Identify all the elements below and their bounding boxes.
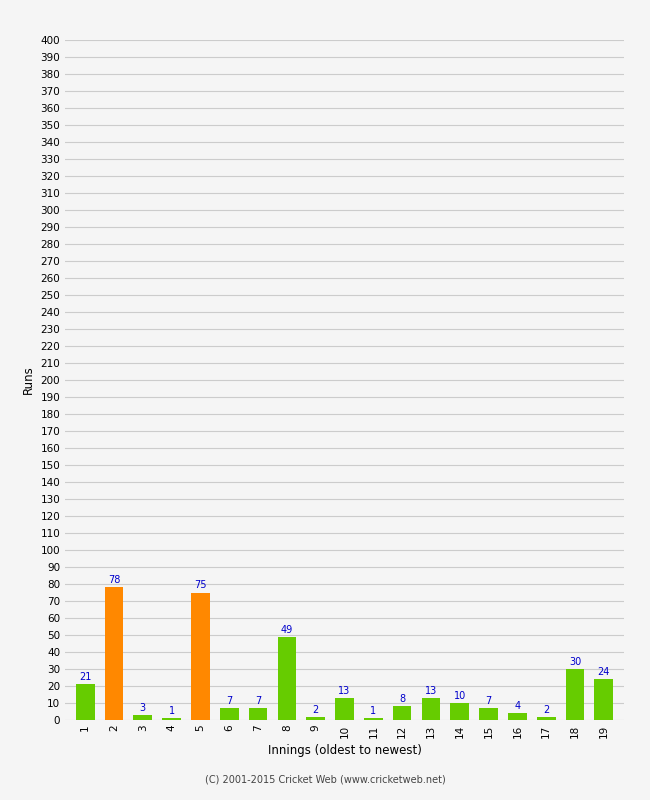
Text: 7: 7 xyxy=(486,696,491,706)
Bar xyxy=(76,684,94,720)
Bar xyxy=(162,718,181,720)
Text: 78: 78 xyxy=(108,575,120,586)
Text: 7: 7 xyxy=(255,696,261,706)
Text: 3: 3 xyxy=(140,703,146,713)
Bar xyxy=(191,593,210,720)
Bar xyxy=(537,717,556,720)
Bar xyxy=(220,708,239,720)
Text: 1: 1 xyxy=(370,706,376,716)
Bar xyxy=(364,718,383,720)
Bar xyxy=(508,714,526,720)
Bar xyxy=(422,698,440,720)
Bar xyxy=(306,717,325,720)
Text: (C) 2001-2015 Cricket Web (www.cricketweb.net): (C) 2001-2015 Cricket Web (www.cricketwe… xyxy=(205,774,445,784)
Text: 49: 49 xyxy=(281,625,293,634)
Text: 75: 75 xyxy=(194,581,207,590)
Bar xyxy=(249,708,267,720)
Bar xyxy=(105,587,124,720)
Text: 13: 13 xyxy=(425,686,437,696)
Text: 21: 21 xyxy=(79,672,92,682)
Text: 24: 24 xyxy=(597,667,610,677)
Bar xyxy=(595,679,613,720)
Bar xyxy=(335,698,354,720)
Text: 13: 13 xyxy=(339,686,350,696)
Text: 7: 7 xyxy=(226,696,232,706)
Text: 8: 8 xyxy=(399,694,405,704)
Text: 1: 1 xyxy=(168,706,175,716)
Y-axis label: Runs: Runs xyxy=(22,366,35,394)
Text: 2: 2 xyxy=(313,705,318,714)
Bar xyxy=(479,708,498,720)
Bar xyxy=(278,637,296,720)
Bar xyxy=(393,706,411,720)
Text: 2: 2 xyxy=(543,705,549,714)
Bar xyxy=(450,703,469,720)
X-axis label: Innings (oldest to newest): Innings (oldest to newest) xyxy=(268,744,421,757)
Bar xyxy=(566,669,584,720)
Text: 4: 4 xyxy=(514,701,521,711)
Text: 10: 10 xyxy=(454,691,466,701)
Bar xyxy=(133,715,152,720)
Text: 30: 30 xyxy=(569,657,581,667)
